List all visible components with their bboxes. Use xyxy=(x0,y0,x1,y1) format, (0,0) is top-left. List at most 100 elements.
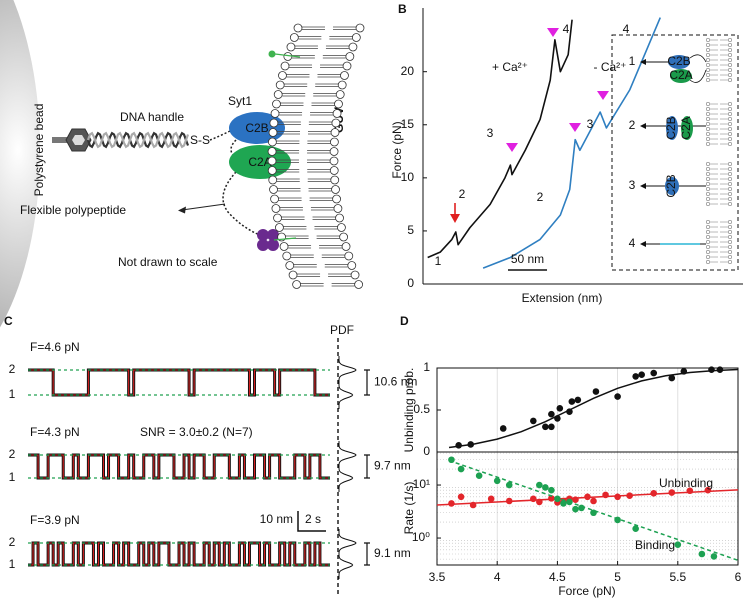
inset-lipid xyxy=(727,42,733,48)
lipid-head xyxy=(270,194,279,204)
lipid-head xyxy=(285,261,295,270)
extension-label: 9.7 nm xyxy=(374,459,411,473)
y-tick-label: 1 xyxy=(423,360,430,374)
lipid-head xyxy=(270,109,280,118)
rip-marker xyxy=(506,143,518,152)
lipid-head xyxy=(292,280,302,289)
inset-lipid xyxy=(705,229,711,235)
state-label: 2 xyxy=(9,362,16,376)
lipid-head xyxy=(275,223,284,232)
y-axis-label: Force (pN) xyxy=(390,121,404,178)
inset-c2a xyxy=(681,116,693,140)
inset-arrow xyxy=(640,241,646,247)
lipid-head xyxy=(275,80,285,90)
lipid-head xyxy=(280,61,290,71)
inset-lipid xyxy=(705,224,711,230)
x-tick-label: 6 xyxy=(735,570,742,584)
inset-lipid xyxy=(705,161,711,167)
inset-lipid xyxy=(727,219,733,225)
inset-arrow xyxy=(640,59,646,65)
inset-lipid xyxy=(727,176,733,182)
extension-trace xyxy=(28,368,330,397)
inset-lipid xyxy=(727,171,733,177)
data-point xyxy=(469,501,477,509)
inset-lipid xyxy=(705,219,711,225)
inset-lipid xyxy=(705,116,711,122)
inset-lipid xyxy=(727,254,733,260)
step-label: 1 xyxy=(435,254,442,268)
inset-step: 1 xyxy=(629,54,636,68)
y-tick-label: 10 xyxy=(401,170,415,184)
lipid-head xyxy=(329,156,339,166)
inset-lipid xyxy=(705,244,711,250)
inset-lipid xyxy=(727,239,733,245)
fit-line xyxy=(448,368,739,449)
rip-marker xyxy=(597,91,609,100)
inset-loop xyxy=(689,54,707,83)
data-point xyxy=(698,550,706,558)
inset-lipid xyxy=(727,259,733,265)
lipid-head xyxy=(267,137,277,147)
series-label: Binding xyxy=(635,538,675,552)
data-point xyxy=(650,489,658,497)
lipid-head xyxy=(348,42,358,52)
inset-lipid xyxy=(727,166,733,172)
plot-frame xyxy=(436,451,739,566)
lipid-head xyxy=(342,61,352,71)
inset-box xyxy=(611,34,739,271)
data-point xyxy=(566,498,573,506)
inset-lipid xyxy=(727,116,733,122)
y-tick-label: 0.5 xyxy=(413,402,430,416)
series-label: - Ca²⁺ xyxy=(594,60,627,74)
tag-lobe xyxy=(257,239,269,251)
inset-lipid xyxy=(705,121,711,127)
inset-lipid xyxy=(705,196,711,202)
lipid-head xyxy=(334,99,343,109)
handle-label: DNA handle xyxy=(120,110,184,124)
data-point xyxy=(572,496,579,503)
state-label: 1 xyxy=(9,557,16,571)
force-label: F=4.3 pN xyxy=(30,425,80,439)
data-point xyxy=(590,509,597,517)
extension-label: 10.6 nm xyxy=(374,375,417,389)
inset-lipid xyxy=(705,186,711,192)
pdf-curve xyxy=(338,356,357,409)
inset-lipid xyxy=(727,186,733,192)
inset-lipid xyxy=(727,229,733,235)
data-point xyxy=(548,410,555,418)
inset-lipid xyxy=(727,224,733,230)
lipid-head xyxy=(351,33,361,42)
data-point xyxy=(556,405,564,412)
inset-lipid xyxy=(705,111,711,117)
extension-bracket xyxy=(364,542,370,566)
lipid-head xyxy=(329,147,339,156)
lipid-head xyxy=(331,118,341,128)
inset-step: 3 xyxy=(629,178,636,192)
data-point xyxy=(614,516,621,524)
note: Not drawn to scale xyxy=(118,255,218,269)
inset-domain: C2B xyxy=(664,116,678,139)
inset-lipid xyxy=(705,106,711,112)
inset-lipid xyxy=(705,77,711,83)
lipid-head xyxy=(283,52,293,61)
state-label: 1 xyxy=(9,470,16,484)
state-fit xyxy=(28,542,330,566)
polypeptide xyxy=(222,171,263,237)
inset-domain: C2B xyxy=(667,54,690,68)
data-point xyxy=(602,491,609,499)
inset-lipid xyxy=(727,136,733,142)
scale-bar-label: 50 nm xyxy=(511,252,544,266)
bead-label: Polystyrene bead xyxy=(32,104,46,197)
data-point xyxy=(584,493,591,501)
lipid-head xyxy=(293,23,303,33)
lipid-head xyxy=(268,175,278,185)
inset-lipid xyxy=(727,234,733,240)
lipid-head xyxy=(269,185,278,194)
data-point xyxy=(560,500,567,507)
lipid-head xyxy=(347,261,357,270)
lipid-head xyxy=(330,175,340,185)
lipid-head xyxy=(289,33,299,42)
inset-lipid xyxy=(727,77,733,83)
inset-lipid xyxy=(727,106,733,112)
inset-domain: C2A xyxy=(669,68,692,82)
